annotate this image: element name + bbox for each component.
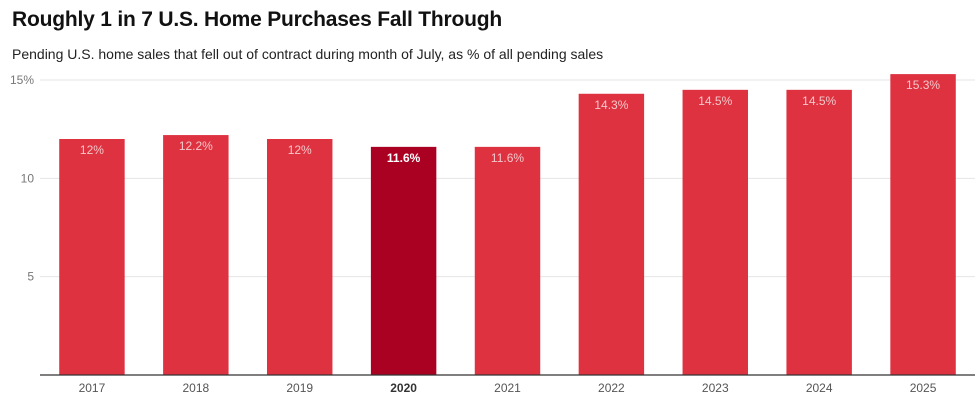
data-label-2018: 12.2% [179, 139, 213, 153]
bar-2018 [163, 135, 229, 375]
bar-2024 [786, 89, 852, 375]
data-label-2020: 11.6% [387, 151, 421, 165]
data-label-2023: 14.5% [698, 94, 732, 108]
x-tick-label-2023: 2023 [702, 381, 729, 395]
chart-title: Roughly 1 in 7 U.S. Home Purchases Fall … [12, 8, 503, 31]
data-label-2024: 14.5% [802, 94, 836, 108]
axes: 5 10 15% 2017 2018 2019 2020 2021 2022 2023 2024 20… [10, 73, 975, 395]
bar-2019 [266, 139, 333, 375]
data-label-2019: 12% [288, 143, 312, 157]
x-tick-label-2020: 2020 [390, 381, 417, 395]
bar-2023 [682, 89, 749, 375]
x-tick-label-2025: 2025 [910, 381, 937, 395]
bar-2017 [59, 139, 125, 375]
y-tick-label: 5 [27, 270, 34, 284]
bar-2022 [578, 93, 645, 376]
data-label-2021: 11.6% [491, 151, 524, 165]
data-label-2022: 14.3% [594, 98, 628, 112]
data-label-2017: 12% [80, 143, 104, 157]
data-label-2025: 15.3% [906, 78, 940, 92]
x-tick-label-2019: 2019 [286, 381, 313, 395]
y-tick-label: 10 [21, 171, 35, 185]
chart-subtitle: Pending U.S. home sales that fell out of… [12, 46, 604, 62]
bar-2020 [370, 146, 437, 375]
x-tick-label-2017: 2017 [79, 381, 106, 395]
x-tick-label-2018: 2018 [182, 381, 209, 395]
bars: 12% 12.2% 12% 11.6% 11.6% 14.3% 14.5% 14.5% 15.3… [59, 74, 956, 376]
x-tick-label-2022: 2022 [598, 381, 625, 395]
x-tick-label-2024: 2024 [806, 381, 833, 395]
y-tick-label: 15% [10, 73, 34, 87]
bar-2025 [890, 74, 956, 375]
x-tick-label-2021: 2021 [494, 381, 521, 395]
bar-2021 [474, 146, 541, 375]
